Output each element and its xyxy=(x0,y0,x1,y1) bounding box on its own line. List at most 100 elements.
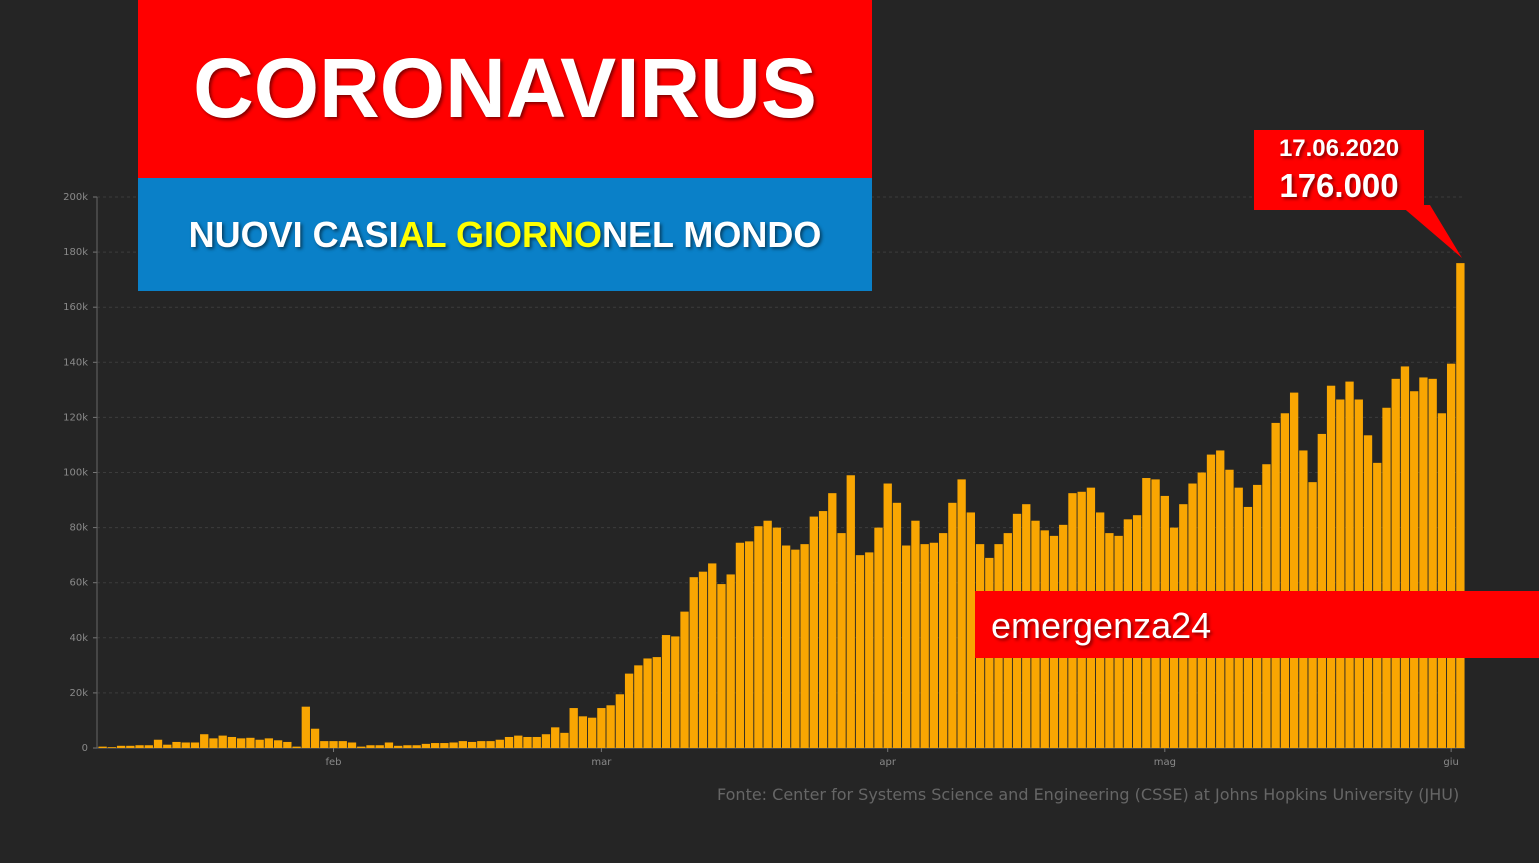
chart-title: CORONAVIRUS xyxy=(193,40,817,135)
bar xyxy=(532,736,541,748)
bar xyxy=(892,502,902,748)
bar xyxy=(1410,391,1419,748)
bar xyxy=(948,502,957,748)
bar xyxy=(1382,407,1391,748)
bar xyxy=(652,657,661,748)
subtitle-box: NUOVI CASI AL GIORNO NEL MONDO xyxy=(138,178,872,291)
bar xyxy=(375,745,384,748)
bar xyxy=(643,658,652,748)
bar xyxy=(791,549,800,748)
bar xyxy=(1456,263,1465,748)
bar xyxy=(874,527,883,748)
bar xyxy=(1336,399,1345,748)
bar xyxy=(209,738,218,748)
bar xyxy=(1354,399,1363,748)
bar xyxy=(486,741,495,748)
bar xyxy=(1391,378,1400,748)
bar xyxy=(560,732,569,748)
bar xyxy=(246,737,255,748)
y-tick-label: 180k xyxy=(63,247,88,258)
y-tick-label: 0 xyxy=(82,743,88,754)
bar xyxy=(929,542,939,748)
brand-box: emergenza24 xyxy=(975,591,1539,658)
bar xyxy=(763,520,772,748)
bar xyxy=(163,744,172,748)
bar xyxy=(855,555,865,748)
bar xyxy=(726,574,735,748)
bar xyxy=(828,493,837,748)
bar xyxy=(1437,413,1447,748)
bar xyxy=(1317,433,1326,748)
bar xyxy=(689,577,698,748)
bar xyxy=(477,741,486,748)
bar xyxy=(1400,366,1410,748)
y-tick-label: 120k xyxy=(63,412,88,423)
bar xyxy=(1289,392,1299,748)
bar xyxy=(126,745,135,748)
bar xyxy=(661,635,671,748)
bar xyxy=(551,727,560,748)
source-note: Fonte: Center for Systems Science and En… xyxy=(717,785,1460,804)
bar xyxy=(292,746,301,748)
bar xyxy=(818,511,828,748)
bar xyxy=(597,708,606,748)
x-tick-label: mag xyxy=(1154,757,1176,768)
bar xyxy=(338,741,347,748)
bar xyxy=(329,741,338,748)
callout-pointer xyxy=(1400,205,1462,258)
bar xyxy=(394,745,403,748)
bar xyxy=(116,745,126,748)
bar xyxy=(301,706,310,748)
bar xyxy=(384,742,394,748)
bar xyxy=(865,552,874,748)
title-box: CORONAVIRUS xyxy=(138,0,872,178)
bar xyxy=(283,741,292,748)
bar xyxy=(587,717,597,748)
bar xyxy=(144,745,153,748)
bar xyxy=(495,739,504,748)
y-tick-label: 40k xyxy=(69,633,88,644)
bar xyxy=(310,728,320,748)
bar xyxy=(781,545,791,748)
brand: emergenza24 xyxy=(991,605,1212,646)
bar xyxy=(938,533,948,748)
x-tick-label: mar xyxy=(591,757,612,768)
bar xyxy=(181,742,190,748)
bar xyxy=(578,716,588,748)
bar xyxy=(273,740,283,748)
bar xyxy=(800,544,809,748)
bar xyxy=(966,512,976,748)
bar xyxy=(772,527,782,748)
bar xyxy=(754,526,763,748)
bar xyxy=(902,545,911,748)
bar xyxy=(237,738,246,748)
bar xyxy=(403,745,412,748)
x-tick-label: giu xyxy=(1443,757,1458,768)
bar xyxy=(458,741,467,748)
y-tick-label: 100k xyxy=(63,468,88,479)
subtitle-part: NEL MONDO xyxy=(602,213,822,255)
bar xyxy=(717,584,726,748)
bar xyxy=(708,563,717,748)
bar xyxy=(1419,377,1428,748)
bar xyxy=(514,735,523,748)
bar xyxy=(541,734,551,748)
bar xyxy=(504,736,514,748)
bar xyxy=(911,520,920,748)
bar xyxy=(523,736,532,748)
bar xyxy=(735,542,745,748)
bar xyxy=(809,516,818,748)
subtitle-part: NUOVI CASI xyxy=(188,213,399,255)
bar xyxy=(1271,422,1280,748)
bar xyxy=(107,747,117,748)
bar xyxy=(200,734,209,748)
bar xyxy=(172,741,181,748)
bar xyxy=(366,745,375,748)
bar xyxy=(190,742,200,748)
callout-box: 17.06.2020 176.000 xyxy=(1254,130,1424,210)
bar xyxy=(698,571,708,748)
bar xyxy=(430,743,440,748)
bar xyxy=(1446,363,1456,748)
bar xyxy=(347,742,357,748)
bar xyxy=(412,745,421,748)
